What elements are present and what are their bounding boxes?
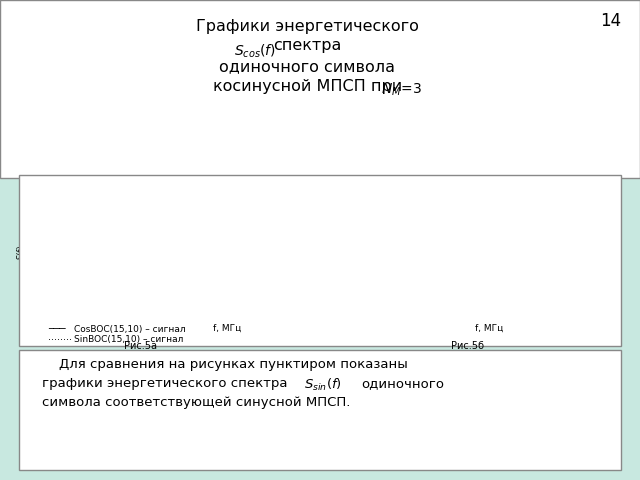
Text: графики энергетического спектра: графики энергетического спектра: [42, 377, 287, 390]
Text: косинусной МПСП при: косинусной МПСП при: [212, 79, 402, 94]
Text: ········: ········: [48, 335, 75, 345]
Text: 14: 14: [600, 12, 621, 30]
Text: SinBOC(15,10) – сигнал: SinBOC(15,10) – сигнал: [74, 335, 183, 344]
Text: Графики энергетического: Графики энергетического: [196, 19, 419, 34]
Y-axis label: S(f),
аДБ/Гц: S(f), аДБ/Гц: [16, 235, 36, 266]
Text: f, МГц: f, МГц: [213, 324, 241, 333]
Text: CosBOC(15,10) –
– сигнал: CosBOC(15,10) – – сигнал: [501, 191, 565, 210]
Text: одиночного символа: одиночного символа: [219, 59, 396, 74]
Text: спектра: спектра: [273, 38, 341, 53]
Text: f, МГц: f, МГц: [476, 324, 504, 333]
Y-axis label: S(f),
аДБ/Гц: S(f), аДБ/Гц: [318, 235, 339, 266]
Text: $N_M\!=\!3$: $N_M\!=\!3$: [381, 82, 422, 98]
Text: ───: ───: [48, 325, 68, 335]
Text: Рис.5б: Рис.5б: [451, 341, 484, 351]
Text: Рис.5а: Рис.5а: [124, 341, 157, 351]
Text: CosBOC(15,10) – сигнал: CosBOC(15,10) – сигнал: [74, 325, 185, 335]
Text: $S_{cos}(f)$: $S_{cos}(f)$: [234, 42, 276, 60]
Text: Для сравнения на рисунках пунктиром показаны: Для сравнения на рисунках пунктиром пока…: [42, 358, 407, 371]
Text: одиночного: одиночного: [362, 377, 445, 390]
Text: символа соответствующей синусной МПСП.: символа соответствующей синусной МПСП.: [42, 396, 350, 409]
Text: $S_{sin}(f)$: $S_{sin}(f)$: [304, 377, 342, 393]
